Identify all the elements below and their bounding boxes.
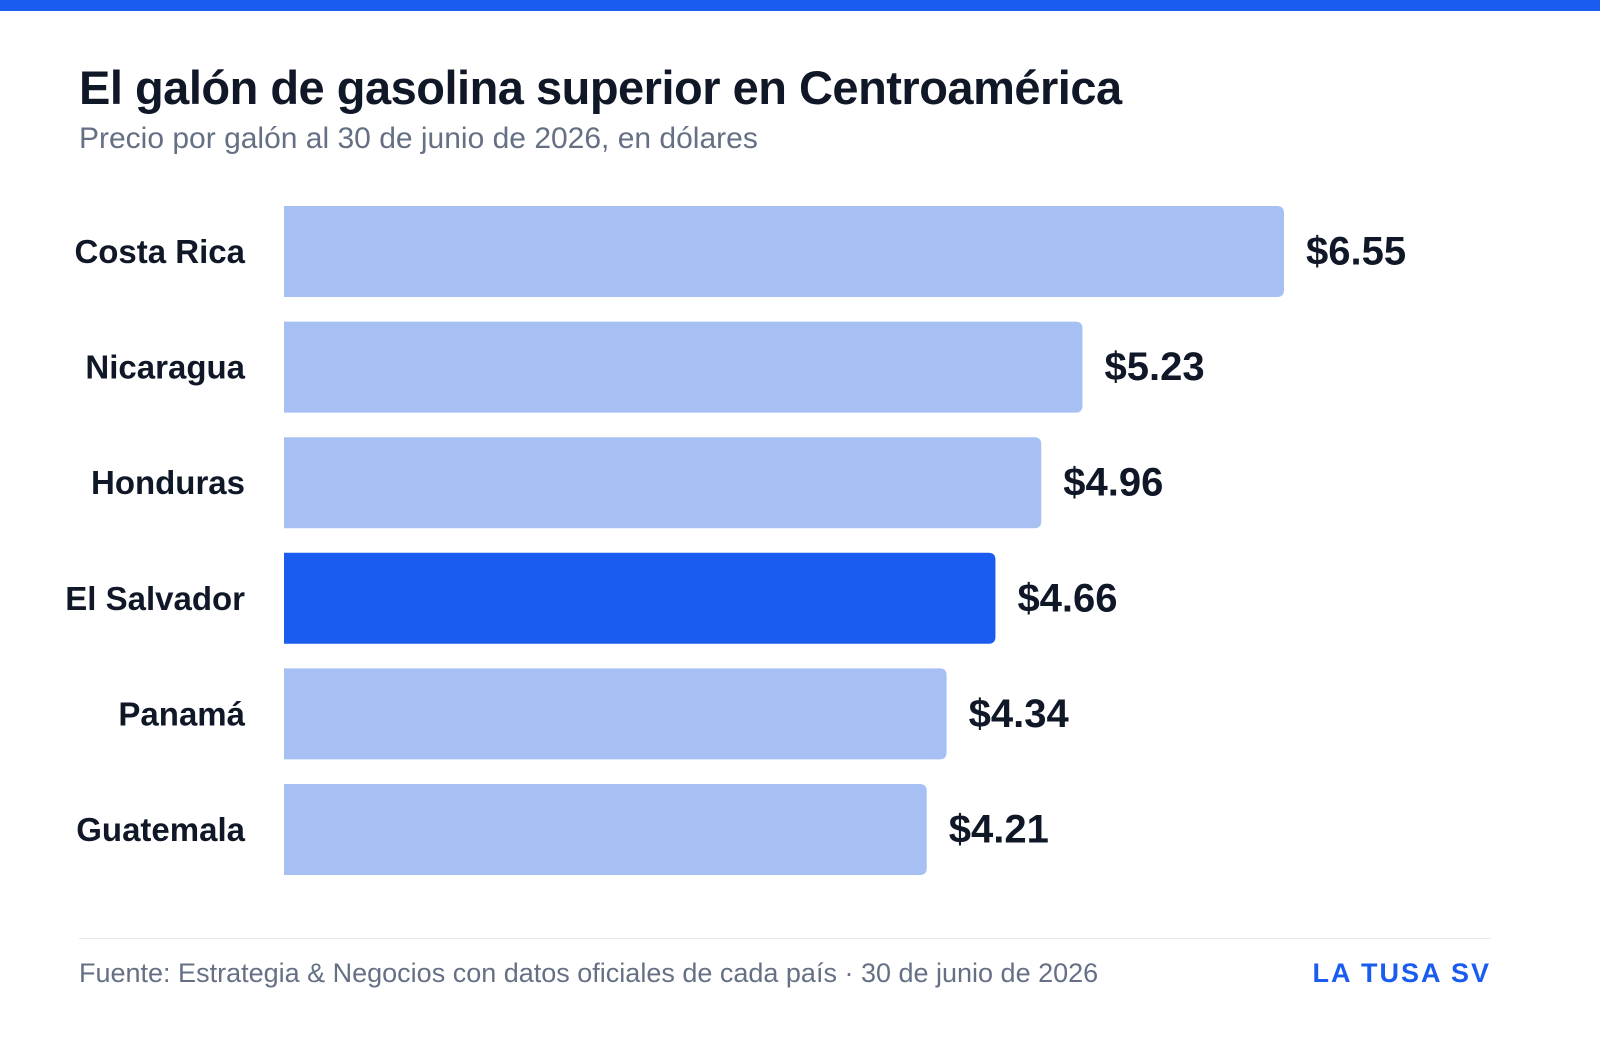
brand-logo: LA TUSA SV (1312, 958, 1491, 988)
value-label: $4.21 (949, 808, 1049, 852)
bar-guatemala (284, 784, 927, 875)
chart-title: El galón de gasolina superior en Centroa… (79, 61, 1122, 114)
bar-chart: Costa Rica $6.55 Nicaragua $5.23 Honduras $4.… (65, 206, 1406, 875)
value-label: $5.23 (1104, 345, 1204, 389)
value-label: $4.96 (1063, 461, 1163, 505)
value-label: $4.34 (969, 692, 1070, 736)
category-label: Nicaragua (85, 349, 245, 386)
bar-costa-rica (284, 206, 1284, 297)
category-label: Costa Rica (74, 233, 245, 270)
footer-divider (79, 938, 1491, 939)
category-label: El Salvador (65, 580, 245, 617)
value-label: $4.66 (1017, 576, 1117, 620)
bar-honduras (284, 437, 1042, 529)
category-label: Guatemala (76, 811, 245, 848)
category-label: Honduras (91, 464, 245, 501)
top-accent-bar (0, 0, 1600, 11)
category-label: Panamá (118, 695, 245, 732)
value-label: $6.55 (1306, 230, 1406, 274)
bar-el-salvador (284, 552, 996, 644)
chart-subtitle: Precio por galón al 30 de junio de 2026,… (79, 122, 758, 155)
source-note: Fuente: Estrategia & Negocios con datos … (79, 958, 1099, 988)
bar-panamá (284, 668, 947, 760)
bar-nicaragua (284, 321, 1083, 413)
